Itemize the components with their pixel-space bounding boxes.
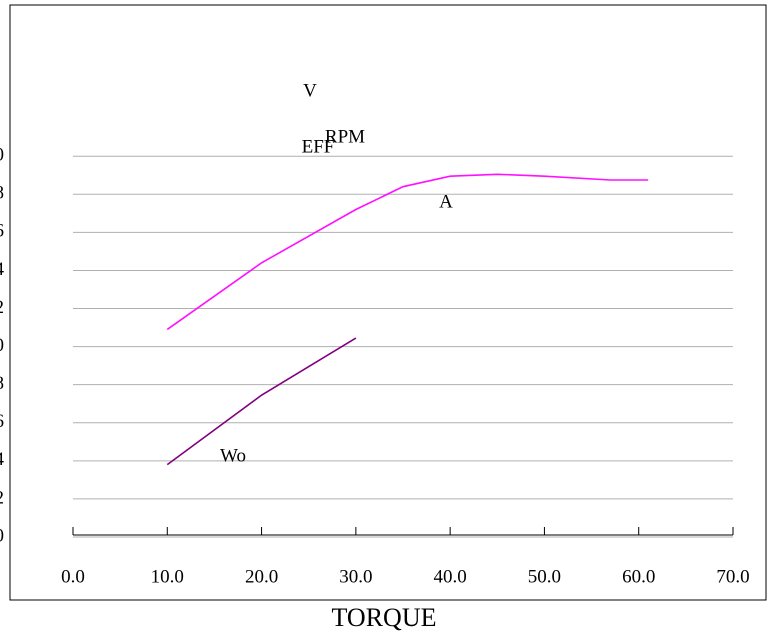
series-label: Wo (220, 445, 246, 466)
x-tick-label: 0.0 (61, 566, 85, 587)
y-tick-label: 8 (0, 373, 4, 394)
series-label: RPM (325, 126, 365, 147)
y-tick-label: 10 (0, 335, 4, 356)
y-tick-label: 14 (0, 259, 5, 280)
chart-frame (9, 4, 767, 601)
x-tick-label: 30.0 (339, 566, 372, 587)
series-label: A (439, 191, 453, 212)
x-tick-label: 50.0 (528, 566, 561, 587)
y-tick-label: 4 (0, 449, 5, 470)
series-label: EFF (302, 136, 335, 157)
x-tick-label: 70.0 (716, 566, 749, 587)
y-tick-label: 12 (0, 297, 4, 318)
series-label: V (303, 80, 317, 101)
series-line (166, 173, 649, 331)
y-tick-label: 2 (0, 487, 4, 508)
x-tick-label: 20.0 (245, 566, 278, 587)
y-tick-label: 16 (0, 221, 4, 242)
x-tick-label: 10.0 (151, 566, 184, 587)
x-tick-label: 60.0 (622, 566, 655, 587)
y-tick-label: 0 (0, 525, 4, 546)
y-tick-label: 20 (0, 145, 4, 166)
x-axis-title: TORQUE (332, 603, 437, 632)
y-tick-label: 6 (0, 411, 4, 432)
series-line (167, 192, 648, 464)
x-tick-label: 40.0 (434, 566, 467, 587)
y-tick-label: 18 (0, 183, 4, 204)
